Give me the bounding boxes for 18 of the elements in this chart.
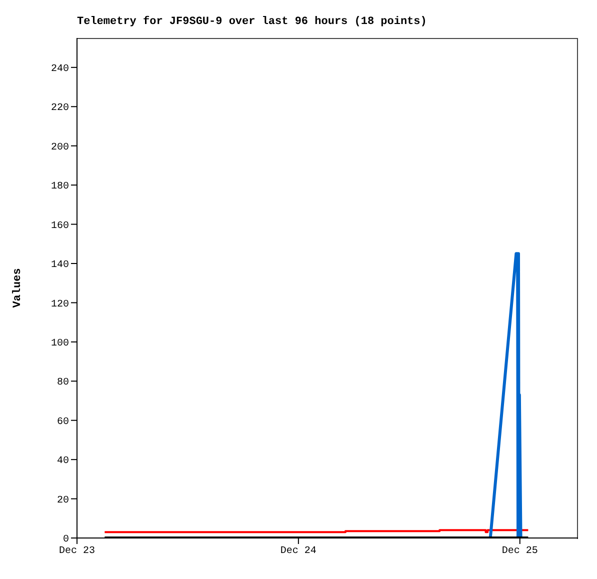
y-tick-label: 220: [50, 103, 69, 114]
y-tick-label: 0: [62, 534, 69, 546]
x-tick-label: Dec 25: [502, 546, 538, 558]
y-tick-label: 80: [56, 378, 69, 389]
x-tick-label: Dec 24: [280, 546, 316, 558]
y-tick-label: 20: [56, 495, 69, 506]
y-tick-label: 40: [56, 456, 69, 468]
y-tick-label: 60: [56, 416, 69, 428]
y-tick-label: 160: [50, 220, 69, 232]
y-tick-label: 120: [50, 299, 69, 310]
y-axis-title: Values: [12, 268, 24, 308]
y-tick-label: 240: [50, 64, 69, 75]
y-tick-label: 180: [50, 182, 69, 193]
y-tick-label: 200: [50, 142, 69, 154]
y-tick-label: 100: [50, 338, 69, 350]
chart-title: Telemetry for JF9SGU-9 over last 96 hours (18 points): [77, 16, 427, 28]
y-tick-label: 140: [50, 260, 69, 272]
x-tick-label: Dec 23: [58, 546, 96, 558]
